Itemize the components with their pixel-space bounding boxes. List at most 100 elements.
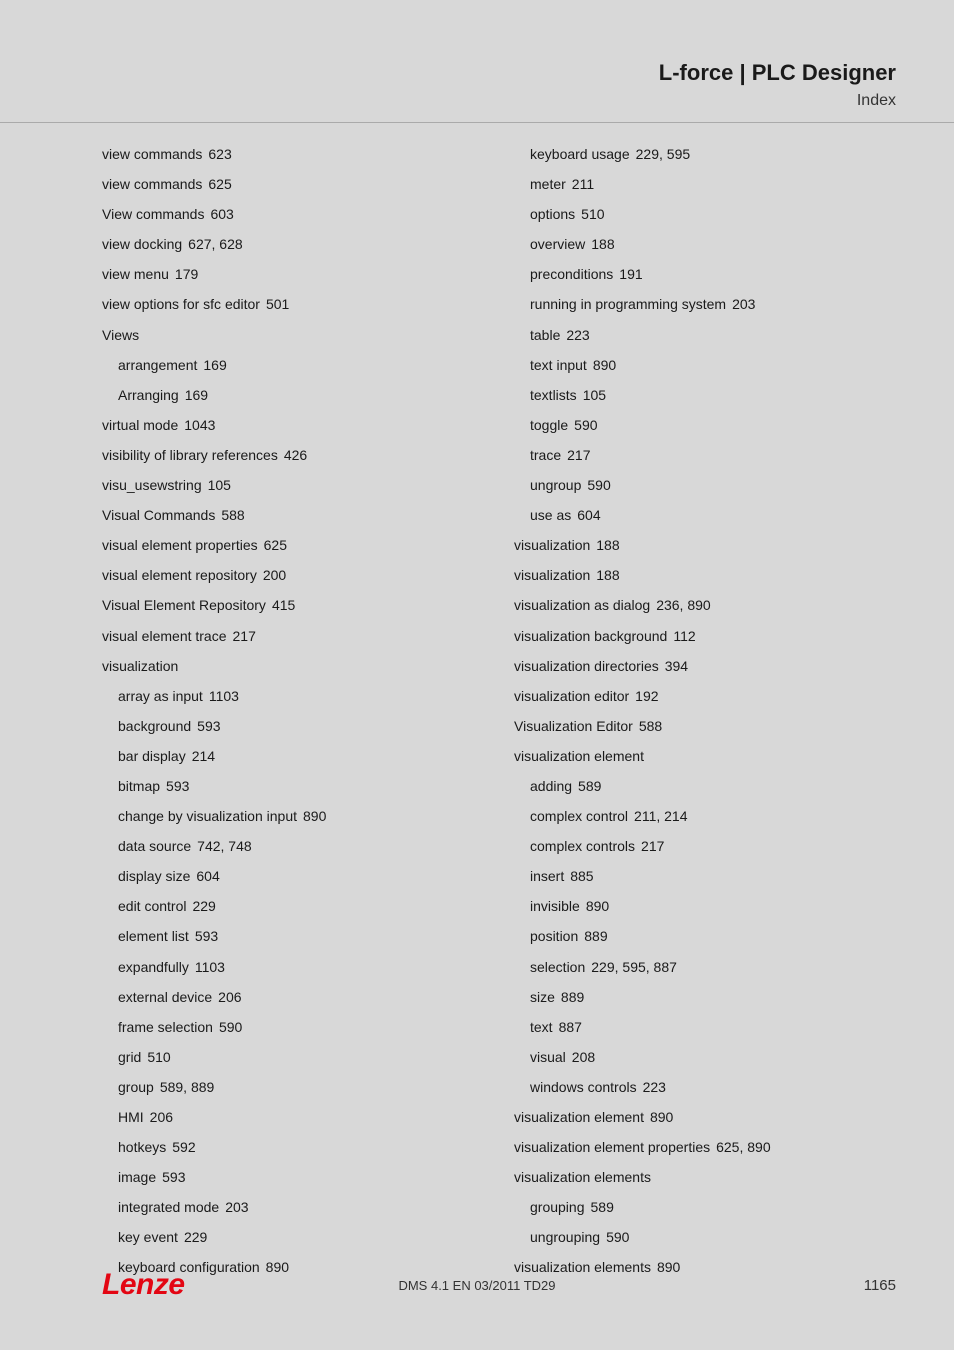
index-entry: Arranging169: [102, 386, 484, 406]
index-pages: 206: [150, 1109, 173, 1125]
index-pages: 169: [203, 357, 226, 373]
index-pages: 604: [577, 507, 600, 523]
index-term: visualization element: [514, 748, 644, 764]
index-term: arrangement: [118, 357, 197, 373]
page-subtitle: Index: [0, 92, 896, 110]
index-entry: insert885: [514, 867, 896, 887]
index-pages: 217: [567, 447, 590, 463]
index-entry: edit control229: [102, 897, 484, 917]
index-entry: expandfully1103: [102, 958, 484, 978]
index-pages: 501: [266, 296, 289, 312]
index-pages: 211, 214: [634, 808, 687, 824]
index-pages: 627, 628: [188, 236, 243, 252]
index-pages: 223: [643, 1079, 666, 1095]
index-term: virtual mode: [102, 417, 178, 433]
index-pages: 217: [641, 838, 664, 854]
index-pages: 211: [572, 176, 594, 192]
index-entry: visual element trace217: [102, 627, 484, 647]
index-pages: 188: [596, 537, 619, 553]
index-entry: frame selection590: [102, 1018, 484, 1038]
index-pages: 203: [225, 1199, 248, 1215]
index-entry: Visualization Editor588: [514, 717, 896, 737]
index-entry: visualization elements: [514, 1168, 896, 1188]
index-pages: 229, 595, 887: [591, 959, 677, 975]
index-term: visual element repository: [102, 567, 257, 583]
index-pages: 394: [665, 658, 688, 674]
index-term: edit control: [118, 898, 186, 914]
index-entry: keyboard usage229, 595: [514, 145, 896, 165]
index-pages: 592: [172, 1139, 195, 1155]
index-entry: display size604: [102, 867, 484, 887]
index-term: complex control: [530, 808, 628, 824]
index-term: grid: [118, 1049, 141, 1065]
page-footer: Lenze DMS 4.1 EN 03/2011 TD29 1165: [0, 1268, 954, 1302]
index-entry: hotkeys592: [102, 1138, 484, 1158]
index-pages: 590: [574, 417, 597, 433]
index-term: Arranging: [118, 387, 179, 403]
index-entry: overview188: [514, 235, 896, 255]
index-entry: table223: [514, 326, 896, 346]
index-pages: 890: [303, 808, 326, 824]
index-entry: Visual Commands588: [102, 506, 484, 526]
index-term: complex controls: [530, 838, 635, 854]
index-term: expandfully: [118, 959, 189, 975]
index-term: visualization background: [514, 628, 667, 644]
index-pages: 192: [635, 688, 658, 704]
index-term: background: [118, 718, 191, 734]
index-term: view options for sfc editor: [102, 296, 260, 312]
index-term: data source: [118, 838, 191, 854]
index-entry: ungrouping590: [514, 1228, 896, 1248]
index-pages: 890: [593, 357, 616, 373]
index-term: visualization as dialog: [514, 597, 650, 613]
index-pages: 200: [263, 567, 286, 583]
index-entry: visualization188: [514, 566, 896, 586]
index-entry: selection 229, 595, 887: [514, 958, 896, 978]
index-term: text: [530, 1019, 553, 1035]
index-entry: trace217: [514, 446, 896, 466]
index-term: visualization directories: [514, 658, 659, 674]
index-term: view menu: [102, 266, 169, 282]
index-pages: 890: [586, 898, 609, 914]
index-term: selection: [530, 959, 585, 975]
index-entry: image593: [102, 1168, 484, 1188]
index-entry: data source 742, 748: [102, 837, 484, 857]
index-pages: 623: [208, 146, 231, 162]
index-term: element list: [118, 928, 189, 944]
index-term: insert: [530, 868, 564, 884]
index-entry: Visual Element Repository415: [102, 596, 484, 616]
index-entry: external device 206: [102, 988, 484, 1008]
index-term: overview: [530, 236, 585, 252]
index-pages: 206: [218, 989, 241, 1005]
document-id: DMS 4.1 EN 03/2011 TD29: [398, 1278, 555, 1293]
index-term: key event: [118, 1229, 178, 1245]
index-term: frame selection: [118, 1019, 213, 1035]
index-entry: meter 211: [514, 175, 896, 195]
index-pages: 593: [197, 718, 220, 734]
index-pages: 510: [581, 206, 604, 222]
index-entry: View commands603: [102, 205, 484, 225]
index-entry: textlists105: [514, 386, 896, 406]
index-entry: use as604: [514, 506, 896, 526]
index-entry: visualization element: [514, 747, 896, 767]
index-term: Visualization Editor: [514, 718, 633, 734]
index-entry: background 593: [102, 717, 484, 737]
index-entry: view docking627, 628: [102, 235, 484, 255]
index-term: integrated mode: [118, 1199, 219, 1215]
index-term: options: [530, 206, 575, 222]
index-entry: visual208: [514, 1048, 896, 1068]
index-term: HMI: [118, 1109, 144, 1125]
index-term: meter: [530, 176, 566, 192]
index-entry: HMI 206: [102, 1108, 484, 1128]
index-entry: visu_usewstring105: [102, 476, 484, 496]
index-entry: grid510: [102, 1048, 484, 1068]
index-pages: 742, 748: [197, 838, 252, 854]
index-entry: visualization element properties625, 890: [514, 1138, 896, 1158]
index-term: grouping: [530, 1199, 585, 1215]
index-pages: 208: [572, 1049, 595, 1065]
index-pages: 1103: [209, 688, 239, 704]
index-pages: 604: [196, 868, 219, 884]
index-term: ungrouping: [530, 1229, 600, 1245]
index-term: keyboard usage: [530, 146, 630, 162]
index-term: external device: [118, 989, 212, 1005]
index-entry: visualization as dialog236, 890: [514, 596, 896, 616]
